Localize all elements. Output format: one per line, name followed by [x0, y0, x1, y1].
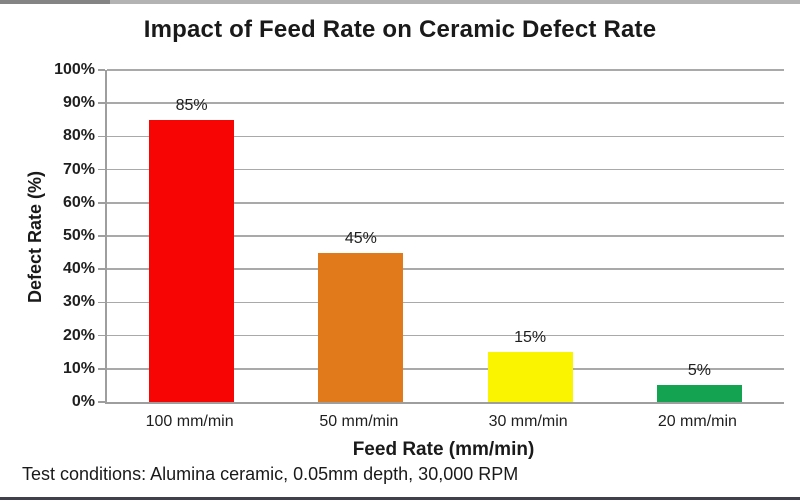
bar-20-mm-min	[656, 385, 742, 402]
top-border-line	[0, 0, 800, 4]
gridline-10%	[107, 368, 784, 370]
y-tick-mark-70%	[98, 168, 105, 171]
y-tick-mark-20%	[98, 334, 105, 337]
y-tick-label-40%: 40%	[62, 260, 95, 278]
y-tick-mark-60%	[98, 202, 105, 204]
y-tick-label-60%: 60%	[62, 193, 95, 211]
y-tick-label-50%: 50%	[62, 227, 95, 244]
y-tick-mark-80%	[98, 135, 105, 138]
x-tick-label-20-mm-min: 20 mm/min	[657, 413, 737, 430]
gridline-40%	[107, 268, 784, 270]
y-tick-mark-30%	[98, 301, 105, 304]
chart-title: Impact of Feed Rate on Ceramic Defect Ra…	[143, 16, 657, 43]
y-tick-mark-40%	[98, 268, 105, 270]
y-tick-mark-90%	[98, 102, 105, 104]
bar-value-label-45%: 45%	[344, 229, 377, 247]
y-tick-mark-50%	[98, 235, 105, 237]
y-tick-label-90%: 90%	[62, 94, 95, 112]
gridline-70%	[107, 168, 784, 171]
y-tick-label-70%: 70%	[62, 160, 95, 178]
x-tick-label-30-mm-min: 30 mm/min	[488, 413, 568, 430]
y-tick-mark-100%	[98, 69, 105, 71]
bar-value-label-85%: 85%	[175, 96, 208, 114]
gridline-80%	[107, 135, 784, 138]
y-tick-mark-10%	[98, 368, 105, 370]
gridline-30%	[107, 301, 784, 304]
plot-area: 85% 45% 15% 5%	[98, 69, 784, 404]
gridline-100%	[107, 69, 784, 71]
x-tick-label-100-mm-min: 100 mm/min	[145, 413, 234, 430]
test-conditions-note: Test conditions: Alumina ceramic, 0.05mm…	[22, 464, 519, 484]
bar-100-mm-min	[149, 119, 235, 402]
y-tick-label-100%: 100%	[54, 61, 95, 78]
gridline-20%	[107, 334, 784, 337]
x-tick-label-50-mm-min: 50 mm/min	[319, 413, 399, 430]
top-border-dark-segment	[0, 0, 110, 4]
bar-value-label-15%: 15%	[514, 329, 547, 347]
gridline-90%	[107, 102, 784, 104]
y-tick-label-30%: 30%	[62, 293, 95, 311]
bottom-border-line	[0, 497, 800, 500]
gridline-60%	[107, 202, 784, 204]
gridline-50%	[107, 235, 784, 237]
bar-value-label-5%: 5%	[687, 362, 711, 380]
bar-50-mm-min	[318, 252, 404, 402]
y-tick-label-0%: 0%	[71, 393, 95, 410]
y-tick-label-20%: 20%	[62, 326, 95, 344]
x-axis-title: Feed Rate (mm/min)	[352, 439, 535, 460]
y-tick-label-10%: 10%	[62, 359, 95, 377]
y-tick-label-80%: 80%	[62, 127, 95, 145]
bar-30-mm-min	[487, 352, 573, 402]
y-tick-mark-0%	[98, 401, 105, 403]
